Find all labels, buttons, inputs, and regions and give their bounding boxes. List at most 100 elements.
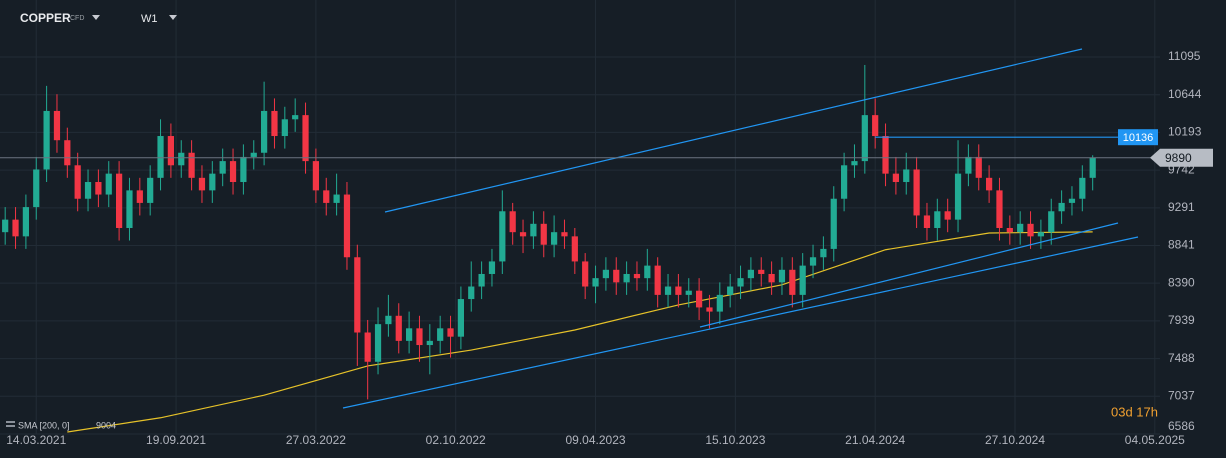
candle-body [198,177,206,191]
candle-body [374,324,382,362]
candle-body [302,115,309,162]
sma-layer [67,231,1093,433]
symbol-kind: CFD [70,15,84,22]
candle-body [675,286,682,295]
candle-body [758,269,765,274]
candle-body [727,286,734,295]
candle-body [696,290,703,308]
legend-icon[interactable] [6,421,15,423]
overlay: 6586703774887939839088419291974210193106… [0,49,1213,447]
candle-body [1017,223,1024,233]
candle-body [209,173,216,191]
candle-body [406,328,413,341]
candle-body [457,299,464,337]
candle-body [116,173,123,228]
candle-body [571,236,578,262]
y-tick-label: 7037 [1168,388,1195,402]
sma-line [67,231,1093,433]
channel-lower [342,236,1139,409]
y-tick-label: 11095 [1168,49,1201,63]
y-tick-label: 7488 [1168,351,1195,365]
candle-body [841,165,848,199]
x-tick-label: 27.10.2024 [985,433,1045,447]
candle-body [488,261,496,274]
countdown: 03d 17h [1111,404,1158,419]
candle-body [74,165,81,199]
candle-body [188,152,195,178]
y-tick-label: 9291 [1168,200,1195,214]
candle-body [519,232,527,237]
symbol[interactable]: COPPER [20,11,71,25]
candle-body [1006,227,1013,233]
timeframe[interactable]: W1 [141,13,158,25]
timeframe-dropdown[interactable] [169,15,177,20]
x-tick-label: 02.10.2022 [426,433,486,447]
candle-body [633,273,641,279]
candle-body [1058,202,1065,212]
candle-body [84,182,92,199]
legend-icon[interactable] [6,425,15,427]
x-tick-label: 15.10.2023 [705,433,765,447]
candle-body [706,307,713,312]
level-label: 10136 [1123,132,1154,144]
candle-body [861,115,868,162]
candle-body [1068,198,1076,203]
level-label-box [1118,129,1158,146]
candle-body [965,156,972,174]
candle-body [540,223,547,245]
candle-body [2,219,9,233]
trendlines [342,48,1139,409]
candle-body [229,161,237,183]
y-tick-label: 10644 [1168,87,1202,101]
candle-body [281,119,288,137]
x-tick-label: 14.03.2021 [6,433,66,447]
candle-body [664,286,672,295]
candle-body [157,136,164,178]
last-price-box [1150,148,1213,167]
y-tick-label: 8390 [1168,275,1195,289]
candle-body [343,194,351,258]
candle-body [105,173,112,195]
candle-body [312,161,319,191]
candle-body [613,269,620,283]
candle-body [644,265,651,279]
candle-body [426,340,433,346]
candle-body [716,294,723,312]
candle-body [447,328,454,337]
candle-body [219,161,226,174]
candle-body [64,140,71,166]
y-tick-label: 10193 [1168,125,1202,139]
candle-body [261,110,268,153]
candle-body [975,156,982,178]
candle-body [385,315,392,325]
x-tick-label: 04.05.2025 [1125,433,1185,447]
candle-body [33,169,40,208]
symbol-dropdown[interactable] [92,15,100,20]
candle-body [934,211,941,228]
candle-body [43,110,50,170]
candle-body [892,173,899,183]
candle-body [551,232,558,245]
candle-body [913,169,920,216]
candle-body [602,269,609,279]
candle-body [95,182,102,195]
candle-body [685,290,692,295]
candle-body [903,169,910,183]
candle-body [1079,177,1086,199]
candle-body [954,173,962,220]
candle-body [747,269,754,279]
candle-body [737,278,744,287]
y-tick-label: 6586 [1168,419,1195,433]
candle-body [768,273,775,283]
sma-legend-value: 9004 [96,420,116,430]
candle-body [468,286,475,300]
candle-body [809,257,817,266]
candle-body [22,207,29,237]
candle-body [292,115,299,120]
candle-body [923,215,931,228]
candle-body [364,332,371,362]
candle-body [1037,232,1044,237]
candle-body [354,257,361,333]
candles [2,64,1096,400]
